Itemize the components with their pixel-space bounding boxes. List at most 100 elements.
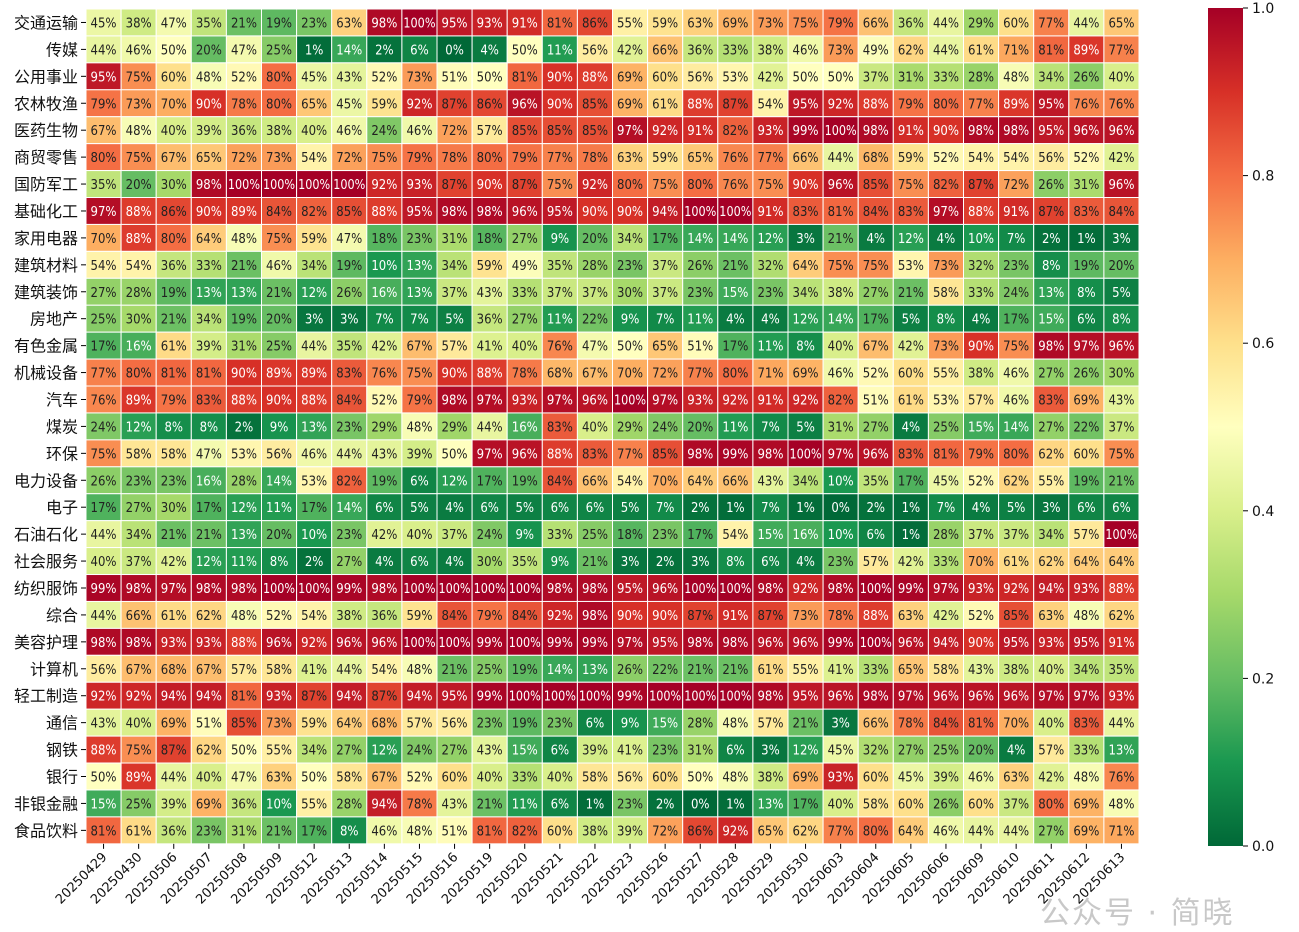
cell-value-label: 13%	[406, 286, 432, 301]
cell-value-label: 90%	[266, 393, 292, 408]
heatmap-cell	[225, 250, 262, 279]
cell-value-label: 48%	[1073, 771, 1099, 786]
heatmap-cell	[647, 735, 684, 764]
heatmap-cell	[541, 89, 578, 118]
cell-value-label: 33%	[196, 259, 222, 274]
cell-value-label: 27%	[336, 555, 362, 570]
heatmap-cell	[647, 304, 684, 333]
heatmap-cell	[892, 439, 929, 468]
cell-value-label: 99%	[477, 636, 503, 651]
cell-value-label: 90%	[652, 609, 678, 624]
cell-value-label: 31%	[1073, 178, 1099, 193]
cell-value-label: 87%	[161, 744, 187, 759]
heatmap-cell	[225, 654, 262, 683]
cell-value-label: 21%	[477, 797, 503, 812]
cell-value-label: 100%	[790, 447, 822, 462]
heatmap-cell	[225, 439, 262, 468]
cell-value-label: 39%	[582, 744, 608, 759]
cell-value-label: 97%	[547, 393, 573, 408]
cell-value-label: 92%	[793, 582, 819, 597]
cell-value-label: 4%	[445, 501, 464, 516]
cell-value-label: 70%	[652, 474, 678, 489]
cell-value-label: 88%	[126, 205, 152, 220]
cell-value-label: 100%	[684, 205, 716, 220]
cell-value-label: 36%	[371, 609, 397, 624]
cell-value-label: 85%	[652, 447, 678, 462]
cell-value-label: 58%	[933, 286, 959, 301]
heatmap-cell	[787, 574, 824, 602]
cell-value-label: 13%	[301, 420, 327, 435]
cell-value-label: 88%	[477, 367, 503, 382]
heatmap-cell	[155, 600, 192, 629]
cell-value-label: 86%	[687, 824, 713, 839]
cell-value-label: 78%	[898, 717, 924, 732]
cell-value-label: 64%	[687, 474, 713, 489]
cell-value-label: 84%	[442, 609, 468, 624]
cell-value-label: 34%	[617, 232, 643, 247]
cell-value-label: 81%	[968, 717, 994, 732]
cell-value-label: 87%	[301, 690, 327, 705]
heatmap-cell	[225, 143, 262, 172]
heatmap-cell	[1103, 170, 1140, 199]
heatmap-cell	[471, 250, 508, 279]
heatmap-cell	[401, 143, 438, 172]
cell-value-label: 4%	[902, 420, 921, 435]
cell-value-label: 3%	[1112, 232, 1131, 247]
heatmap-cell	[787, 331, 824, 360]
cell-value-label: 41%	[477, 340, 503, 355]
heatmap-cell	[296, 547, 333, 576]
cell-value-label: 23%	[1003, 259, 1029, 274]
heatmap-cell	[787, 466, 824, 495]
heatmap-cell	[892, 197, 929, 225]
cell-value-label: 50%	[617, 340, 643, 355]
cell-value-label: 78%	[406, 797, 432, 812]
cell-value-label: 75%	[126, 744, 152, 759]
cell-value-label: 6%	[761, 555, 780, 570]
heatmap-cell	[225, 762, 262, 791]
cell-value-label: 31%	[442, 232, 468, 247]
heatmap-cell	[822, 304, 859, 333]
cell-value-label: 62%	[1038, 447, 1064, 462]
heatmap-cell	[752, 331, 789, 360]
heatmap-cell	[225, 735, 262, 764]
cell-value-label: 30%	[477, 555, 503, 570]
cell-value-label: 50%	[301, 771, 327, 786]
cell-value-label: 84%	[266, 205, 292, 220]
cell-value-label: 50%	[687, 771, 713, 786]
cell-value-label: 97%	[1073, 340, 1099, 355]
cell-value-label: 72%	[652, 367, 678, 382]
heatmap-cell	[366, 627, 403, 656]
cell-value-label: 79%	[828, 16, 854, 31]
cell-value-label: 79%	[898, 97, 924, 112]
cell-value-label: 77%	[617, 447, 643, 462]
cell-value-label: 42%	[898, 555, 924, 570]
cell-value-label: 99%	[793, 124, 819, 139]
cell-value-label: 46%	[266, 259, 292, 274]
cell-value-label: 50%	[161, 43, 187, 58]
cell-value-label: 17%	[1003, 313, 1029, 328]
heatmap-cell	[963, 89, 1000, 118]
cell-value-label: 28%	[687, 717, 713, 732]
cell-value-label: 84%	[547, 474, 573, 489]
cell-value-label: 37%	[582, 286, 608, 301]
cell-value-label: 7%	[761, 420, 780, 435]
cell-value-label: 81%	[512, 70, 538, 85]
heatmap-cell	[682, 89, 719, 118]
heatmap-cell	[822, 358, 859, 387]
heatmap-cell	[366, 89, 403, 118]
cell-value-label: 33%	[1073, 744, 1099, 759]
cell-value-label: 95%	[1038, 97, 1064, 112]
watermark-text: 公众号 · 简晓	[1040, 896, 1235, 931]
cell-value-label: 96%	[1108, 124, 1134, 139]
cell-value-label: 73%	[793, 609, 819, 624]
cell-value-label: 88%	[1108, 582, 1134, 597]
heatmap-cell	[927, 789, 965, 818]
heatmap-cell	[296, 493, 333, 522]
heatmap-cell	[647, 439, 684, 468]
cell-value-label: 38%	[266, 124, 292, 139]
cell-value-label: 85%	[582, 97, 608, 112]
cell-value-label: 99%	[582, 636, 608, 651]
heatmap-cell	[612, 8, 649, 37]
cell-value-label: 94%	[933, 636, 959, 651]
heatmap-cell	[822, 789, 859, 818]
